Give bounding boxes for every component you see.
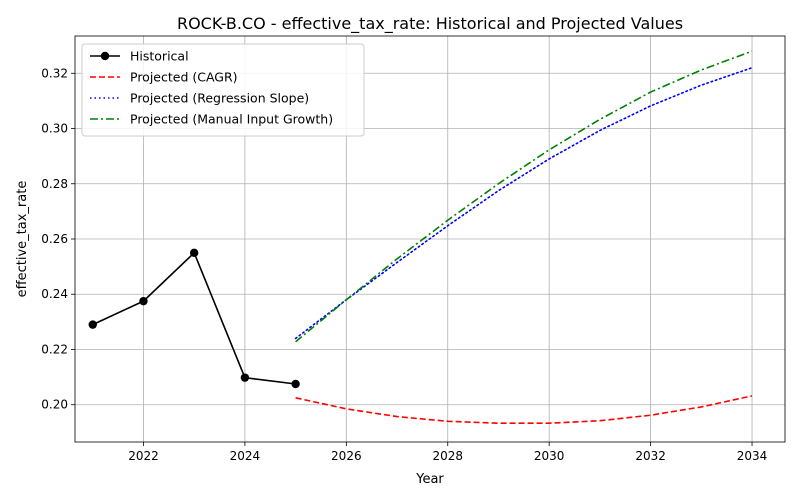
x-tick-label: 2028 (432, 449, 463, 463)
legend-label-historical: Historical (130, 49, 189, 64)
data-point-historical (240, 373, 250, 382)
x-tick-label: 2030 (534, 449, 565, 463)
data-point-historical (88, 320, 97, 329)
y-tick-label: 0.20 (41, 398, 68, 412)
x-tick-label: 2022 (128, 449, 159, 463)
data-point-historical (189, 248, 199, 258)
x-tick-label: 2034 (737, 449, 768, 463)
x-tick-label: 2026 (331, 449, 362, 463)
y-tick-label: 0.24 (41, 287, 68, 301)
legend-marker (100, 51, 110, 61)
series-line-projected-regression-slope (294, 66, 753, 340)
y-tick-label: 0.28 (41, 177, 68, 191)
data-point-historical (139, 296, 148, 306)
series-line-projected-cagr (295, 395, 753, 425)
data-point-historical (291, 379, 300, 389)
y-tick-label: 0.26 (41, 232, 68, 246)
legend: Historical Projected (CAGR) Projected (Reg… (81, 43, 365, 137)
y-axis-label: effective_tax_rate (15, 181, 30, 298)
x-tick-label: 2032 (635, 449, 666, 463)
y-tick-label: 0.22 (41, 342, 68, 356)
x-axis-label: Year (415, 472, 444, 487)
y-tick-label: 0.30 (41, 122, 68, 136)
chart-title: ROCK-B.CO - effective_tax_rate: Historic… (177, 14, 683, 34)
y-tick-label: 0.32 (41, 66, 68, 80)
x-tick-label: 2024 (230, 449, 261, 463)
legend-label-projected-cagr: Projected (CAGR) (130, 70, 238, 85)
legend-label-projected-regression-slope: Projected (Regression Slope) (130, 91, 309, 106)
series-line-projected-manual-input-growth (295, 50, 753, 343)
series-layer (88, 50, 753, 425)
axis-ticks: 2022 2024 2026 2028 2030 2032 2034 0.20 0.22 0.24… (41, 66, 767, 463)
legend-label-projected-manual-input-growth: Projected (Manual Input Growth) (130, 112, 333, 127)
legend-box (81, 43, 365, 137)
